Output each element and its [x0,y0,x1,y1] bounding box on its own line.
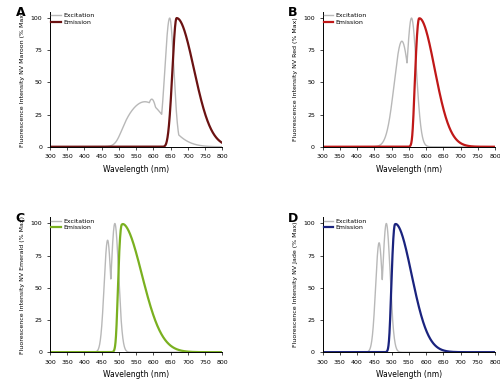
Emission [386,342,392,346]
Emission [220,141,226,146]
X-axis label: Wavelength (nm): Wavelength (nm) [103,370,170,379]
X-axis label: Wavelength (nm): Wavelength (nm) [103,165,170,174]
Excitation [350,144,356,149]
Emission [350,144,356,149]
Excitation [66,144,72,149]
Emission [113,331,119,336]
Line: Excitation: Excitation [322,18,495,147]
Emission [416,16,422,21]
Excitation [320,144,326,149]
Excitation [216,350,222,354]
Excitation [488,350,494,354]
Excitation [384,221,390,226]
Excitation [120,123,126,128]
Excitation [339,144,345,149]
Line: Excitation: Excitation [50,18,222,147]
Emission [220,350,226,354]
Emission [339,144,345,149]
Emission [216,350,222,354]
Excitation [470,350,476,354]
Excitation [492,144,498,149]
Excitation [66,350,72,354]
Y-axis label: Fluorescence Intensity NV Emerald (% Max): Fluorescence Intensity NV Emerald (% Max… [20,216,25,354]
Excitation [220,144,226,149]
Emission [77,350,83,354]
Legend: Excitation, Emission: Excitation, Emission [324,13,367,25]
Legend: Excitation, Emission: Excitation, Emission [324,218,367,230]
Excitation [339,350,345,354]
Emission [174,16,180,21]
Excitation [77,144,83,149]
Y-axis label: Fluorescence Intensity NV Red (% Max): Fluorescence Intensity NV Red (% Max) [292,17,298,141]
Line: Emission: Emission [322,224,495,352]
Excitation [393,346,399,350]
Text: D: D [288,212,298,224]
Excitation [386,244,392,249]
Emission [470,144,476,149]
Emission [113,144,119,149]
Emission [492,144,498,149]
Excitation [113,139,119,144]
X-axis label: Wavelength (nm): Wavelength (nm) [376,370,442,379]
Excitation [47,144,53,149]
Legend: Excitation, Emission: Excitation, Emission [52,218,94,230]
Emission [393,144,399,149]
Excitation [198,143,203,148]
Emission [198,350,203,354]
X-axis label: Wavelength (nm): Wavelength (nm) [376,165,442,174]
Emission [393,222,399,226]
Emission [386,144,392,149]
Excitation [113,229,119,234]
Excitation [408,16,414,21]
Text: C: C [16,212,24,224]
Emission [350,350,356,354]
Emission [216,138,222,143]
Emission [320,350,326,354]
Line: Emission: Emission [322,18,495,147]
Excitation [393,65,399,70]
Emission [488,350,494,354]
Emission [470,350,476,354]
Line: Emission: Emission [50,224,222,352]
Emission [66,350,72,354]
Emission [339,350,345,354]
Excitation [216,144,222,149]
Excitation [488,144,494,149]
Emission [492,350,498,354]
Y-axis label: Fluorescence Intensity NV Jade (% Max): Fluorescence Intensity NV Jade (% Max) [292,222,298,348]
Line: Emission: Emission [50,18,222,147]
Excitation [198,350,203,354]
Emission [120,222,126,226]
Emission [47,144,53,149]
Emission [198,96,203,100]
Excitation [320,350,326,354]
Emission [120,144,126,149]
Excitation [492,350,498,354]
Excitation [120,341,126,346]
Excitation [112,221,118,226]
Line: Excitation: Excitation [50,223,222,352]
Emission [488,144,494,149]
Excitation [77,350,83,354]
Excitation [470,144,476,149]
Emission [320,144,326,149]
Emission [66,144,72,149]
Legend: Excitation, Emission: Excitation, Emission [52,13,94,25]
Excitation [220,350,226,354]
Excitation [47,350,53,354]
Emission [120,222,126,226]
Emission [77,144,83,149]
Excitation [166,16,172,21]
Text: A: A [16,6,25,19]
Excitation [350,350,356,354]
Emission [47,350,53,354]
Line: Excitation: Excitation [322,223,495,352]
Text: B: B [288,6,298,19]
Excitation [386,121,392,126]
Y-axis label: Fluorescence Intensity NV Maroon (% Max): Fluorescence Intensity NV Maroon (% Max) [20,12,25,147]
Emission [393,222,399,226]
